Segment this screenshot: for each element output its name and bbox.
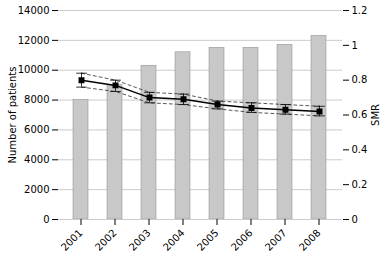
svg-text:10000: 10000: [18, 64, 50, 75]
svg-text:14000: 14000: [18, 5, 50, 16]
svg-text:2001: 2001: [59, 227, 85, 253]
svg-text:6000: 6000: [24, 124, 49, 135]
svg-text:12000: 12000: [18, 35, 50, 46]
svg-text:2000: 2000: [24, 184, 49, 195]
svg-text:2004: 2004: [161, 227, 187, 253]
svg-text:SMR: SMR: [370, 104, 381, 126]
svg-text:0.8: 0.8: [352, 74, 368, 85]
svg-text:0: 0: [352, 214, 358, 225]
svg-text:4000: 4000: [24, 154, 49, 165]
svg-text:0.6: 0.6: [352, 109, 368, 120]
svg-text:1: 1: [352, 40, 358, 51]
svg-text:2002: 2002: [93, 227, 119, 253]
svg-text:0.4: 0.4: [352, 144, 368, 155]
svg-text:2007: 2007: [263, 227, 289, 253]
svg-text:0.2: 0.2: [352, 179, 368, 190]
svg-text:2005: 2005: [195, 227, 221, 253]
svg-text:0: 0: [43, 214, 49, 225]
svg-text:2006: 2006: [229, 227, 255, 253]
svg-text:2008: 2008: [297, 227, 323, 253]
svg-text:1.2: 1.2: [352, 5, 368, 16]
svg-text:2003: 2003: [127, 227, 153, 253]
svg-text:Number of patients: Number of patients: [7, 67, 18, 164]
svg-text:8000: 8000: [24, 94, 49, 105]
